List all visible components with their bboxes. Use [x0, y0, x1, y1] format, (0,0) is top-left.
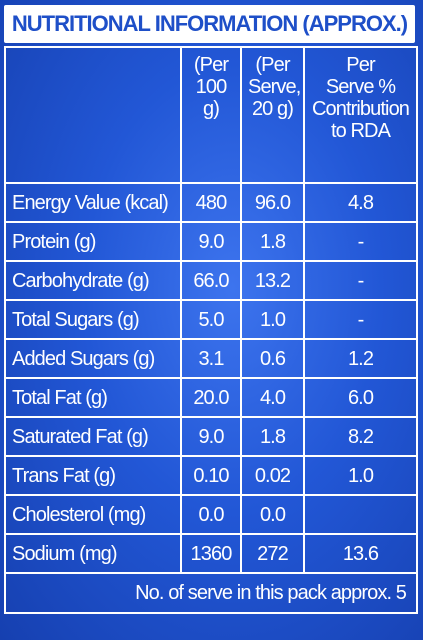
value-cell: 66.0: [180, 260, 242, 301]
row: Protein (g) 9.0 1.8-: [4, 221, 418, 262]
value-cell: 20.0: [180, 377, 242, 418]
row: Total Sugars (g) 5.0 1.0-: [4, 299, 418, 340]
value-cell: 13.6: [303, 533, 418, 574]
value-cell: 480: [180, 182, 242, 223]
header-line: Contribution: [311, 98, 410, 120]
header-line: 100 g): [195, 76, 228, 120]
header-line: (Per: [193, 54, 229, 76]
value-cell: 0.10: [180, 455, 242, 496]
value-cell: 0.0: [240, 494, 305, 535]
value-cell: 0.0: [180, 494, 242, 535]
header-line: Per: [346, 54, 375, 76]
value-cell: 0.6: [240, 338, 305, 379]
row: Cholesterol (mg) 0.0 0.0: [4, 494, 418, 535]
header-line: Serve %: [325, 76, 396, 98]
value-cell: 1.8: [240, 221, 305, 262]
header-cell: (Per Serve, 20 g): [240, 46, 305, 184]
value-cell: 8.2: [303, 416, 418, 457]
footer-note: No. of serve in this pack approx. 5: [4, 572, 418, 614]
nutrient-label: Total Fat (g): [4, 377, 182, 418]
header-row: (Per 100 g) (Per Serve, 20 g) Per Serve % Contr…: [4, 46, 418, 184]
value-cell: -: [303, 221, 418, 262]
row: Saturated Fat (g) 9.0 1.8 8.2: [4, 416, 418, 457]
header-line: Serve,: [248, 76, 301, 98]
value-cell: 9.0: [180, 416, 242, 457]
value-cell: 1.2: [303, 338, 418, 379]
nutrient-label: Carbohydrate (g): [4, 260, 182, 301]
footer-row: No. of serve in this pack approx. 5: [4, 572, 418, 614]
value-cell: 4.8: [303, 182, 418, 223]
nutrient-label: Energy Value (kcal): [4, 182, 182, 223]
row: Sodium (mg) 1360 272 13.6: [4, 533, 418, 574]
value-cell: 272: [240, 533, 305, 574]
title: NUTRITIONAL INFORMATION (APPROX.): [4, 5, 415, 43]
row: Energy Value (kcal) 480 96.0 4.8: [4, 182, 418, 223]
value-cell: 1360: [180, 533, 242, 574]
nutrient-label: Sodium (mg): [4, 533, 182, 574]
header-cell: [4, 46, 182, 184]
value-cell: -: [303, 260, 418, 301]
row: Trans Fat (g) 0.10 0.02 1.0: [4, 455, 418, 496]
row: Added Sugars (g) 3.1 0.6 1.2: [4, 338, 418, 379]
value-cell: 1.8: [240, 416, 305, 457]
value-cell: 96.0: [240, 182, 305, 223]
header-cell: Per Serve % Contribution to RDA: [303, 46, 418, 184]
nutrient-label: Saturated Fat (g): [4, 416, 182, 457]
value-cell: 6.0: [303, 377, 418, 418]
value-cell: 1.0: [303, 455, 418, 496]
value-cell: 3.1: [180, 338, 242, 379]
row: Carbohydrate (g) 66.0 13.2-: [4, 260, 418, 301]
value-cell: 13.2: [240, 260, 305, 301]
header-line: to RDA: [330, 120, 391, 142]
value-cell: 5.0: [180, 299, 242, 340]
row: Total Fat (g) 20.0 4.0 6.0: [4, 377, 418, 418]
value-cell: [303, 494, 418, 535]
nutrient-label: Cholesterol (mg): [4, 494, 182, 535]
header-line: (Per: [255, 54, 290, 76]
nutrient-label: Trans Fat (g): [4, 455, 182, 496]
header-cell: (Per 100 g): [180, 46, 242, 184]
nutrient-label: Protein (g): [4, 221, 182, 262]
value-cell: 4.0: [240, 377, 305, 418]
value-cell: 9.0: [180, 221, 242, 262]
nutrition-table: (Per 100 g) (Per Serve, 20 g) Per Serve % Contr…: [4, 46, 418, 614]
value-cell: -: [303, 299, 418, 340]
value-cell: 1.0: [240, 299, 305, 340]
nutrient-label: Total Sugars (g): [4, 299, 182, 340]
nutrient-label: Added Sugars (g): [4, 338, 182, 379]
value-cell: 0.02: [240, 455, 305, 496]
header-line: 20 g): [251, 98, 294, 120]
